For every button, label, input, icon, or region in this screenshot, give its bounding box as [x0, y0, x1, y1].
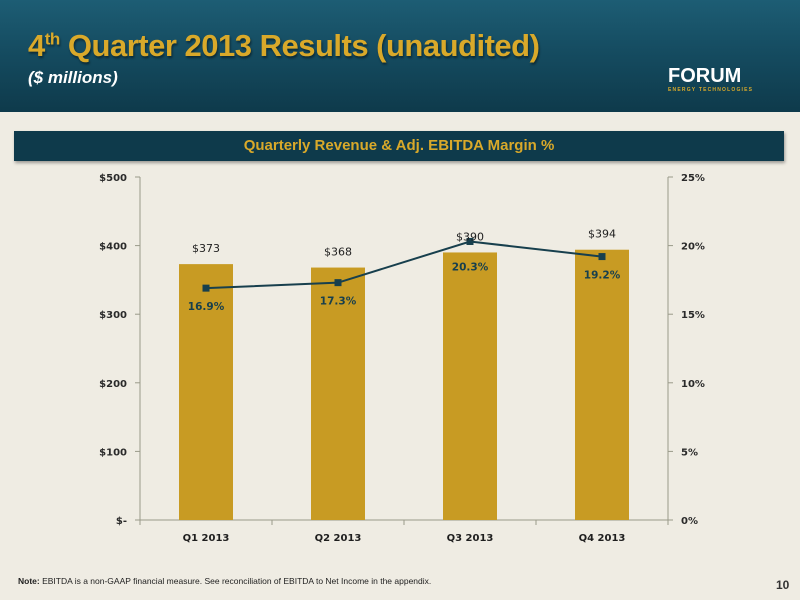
margin-point	[202, 284, 210, 292]
margin-point	[466, 237, 474, 245]
bar-value-label: $373	[192, 242, 220, 255]
page-title: 4th Quarter 2013 Results (unaudited)	[28, 28, 540, 63]
margin-value-label: 19.2%	[584, 270, 621, 282]
right-tick-label: 10%	[681, 379, 705, 390]
left-tick-label: $500	[99, 173, 127, 184]
left-tick-label: $-	[116, 516, 127, 527]
margin-line	[205, 240, 603, 290]
page-subtitle: ($ millions)	[28, 68, 118, 87]
chart-title: Quarterly Revenue & Adj. EBITDA Margin %	[14, 131, 784, 161]
header-banner	[0, 0, 800, 112]
company-logo: FORUM ENERGY TECHNOLOGIES	[668, 66, 778, 96]
margin-value-label: 16.9%	[188, 301, 225, 313]
margin-point	[334, 279, 342, 287]
bar-series	[179, 249, 629, 520]
left-tick-label: $200	[99, 379, 127, 390]
bar-value-label: $394	[588, 228, 616, 241]
margin-value-label: 17.3%	[320, 296, 357, 308]
revenue-bar	[575, 249, 629, 520]
margin-value-label: 20.3%	[452, 261, 489, 273]
x-tick-label: Q1 2013	[183, 533, 230, 544]
margin-point	[598, 253, 606, 261]
left-tick-label: $400	[99, 242, 127, 253]
revenue-bar	[443, 252, 497, 520]
chart-axes: $- $100 $200 $300 $400 $500 0% 5% 10% 15% 20% 25% Q1…	[99, 173, 705, 544]
data-labels: $373 $368 $390 $394 16.9% 17.3% 20.3% 19.2%	[188, 228, 621, 313]
right-tick-label: 0%	[681, 516, 698, 527]
left-tick-label: $100	[99, 447, 127, 458]
page-number: 10	[776, 578, 790, 592]
revenue-bar	[179, 264, 233, 520]
line-series	[202, 237, 606, 292]
right-tick-label: 20%	[681, 242, 705, 253]
revenue-bar	[311, 267, 365, 520]
logo-tagline: ENERGY TECHNOLOGIES	[668, 87, 754, 93]
x-tick-label: Q3 2013	[447, 533, 494, 544]
x-tick-label: Q4 2013	[579, 533, 626, 544]
footnote: Note: EBITDA is a non-GAAP financial mea…	[18, 576, 432, 586]
right-tick-label: 25%	[681, 173, 705, 184]
left-tick-label: $300	[99, 310, 127, 321]
right-tick-label: 15%	[681, 310, 705, 321]
right-tick-label: 5%	[681, 447, 698, 458]
logo-wordmark: FORUM	[668, 65, 742, 87]
bar-value-label: $368	[324, 246, 352, 259]
bar-value-label: $390	[456, 230, 484, 243]
x-tick-label: Q2 2013	[315, 533, 362, 544]
